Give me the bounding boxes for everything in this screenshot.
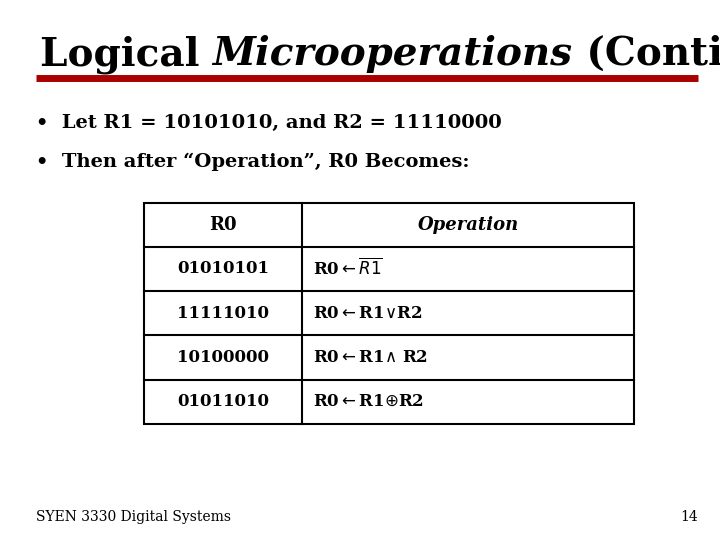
- Text: Microoperations: Microoperations: [212, 35, 572, 73]
- Text: R0$\leftarrow$R1$\wedge$ R2: R0$\leftarrow$R1$\wedge$ R2: [313, 349, 428, 366]
- Text: R0$\leftarrow$R1$\oplus$R2: R0$\leftarrow$R1$\oplus$R2: [313, 393, 424, 410]
- Text: SYEN 3330 Digital Systems: SYEN 3330 Digital Systems: [36, 510, 231, 524]
- Text: 14: 14: [680, 510, 698, 524]
- Text: 11111010: 11111010: [177, 305, 269, 322]
- Text: 01010101: 01010101: [177, 260, 269, 278]
- Text: 10100000: 10100000: [177, 349, 269, 366]
- Text: Operation: Operation: [418, 215, 518, 234]
- Text: 01011010: 01011010: [177, 393, 269, 410]
- Text: (Continued): (Continued): [572, 35, 720, 73]
- Bar: [144, 202, 634, 424]
- Text: •  Then after “Operation”, R0 Becomes:: • Then after “Operation”, R0 Becomes:: [36, 152, 469, 171]
- Text: R0$\leftarrow\overline{R1}$: R0$\leftarrow\overline{R1}$: [313, 258, 383, 280]
- Text: Logical: Logical: [40, 35, 212, 73]
- Text: R0$\leftarrow$R1$\vee$R2: R0$\leftarrow$R1$\vee$R2: [313, 305, 423, 322]
- Text: R0: R0: [210, 215, 237, 234]
- Text: •  Let R1 = 10101010, and R2 = 11110000: • Let R1 = 10101010, and R2 = 11110000: [36, 114, 502, 132]
